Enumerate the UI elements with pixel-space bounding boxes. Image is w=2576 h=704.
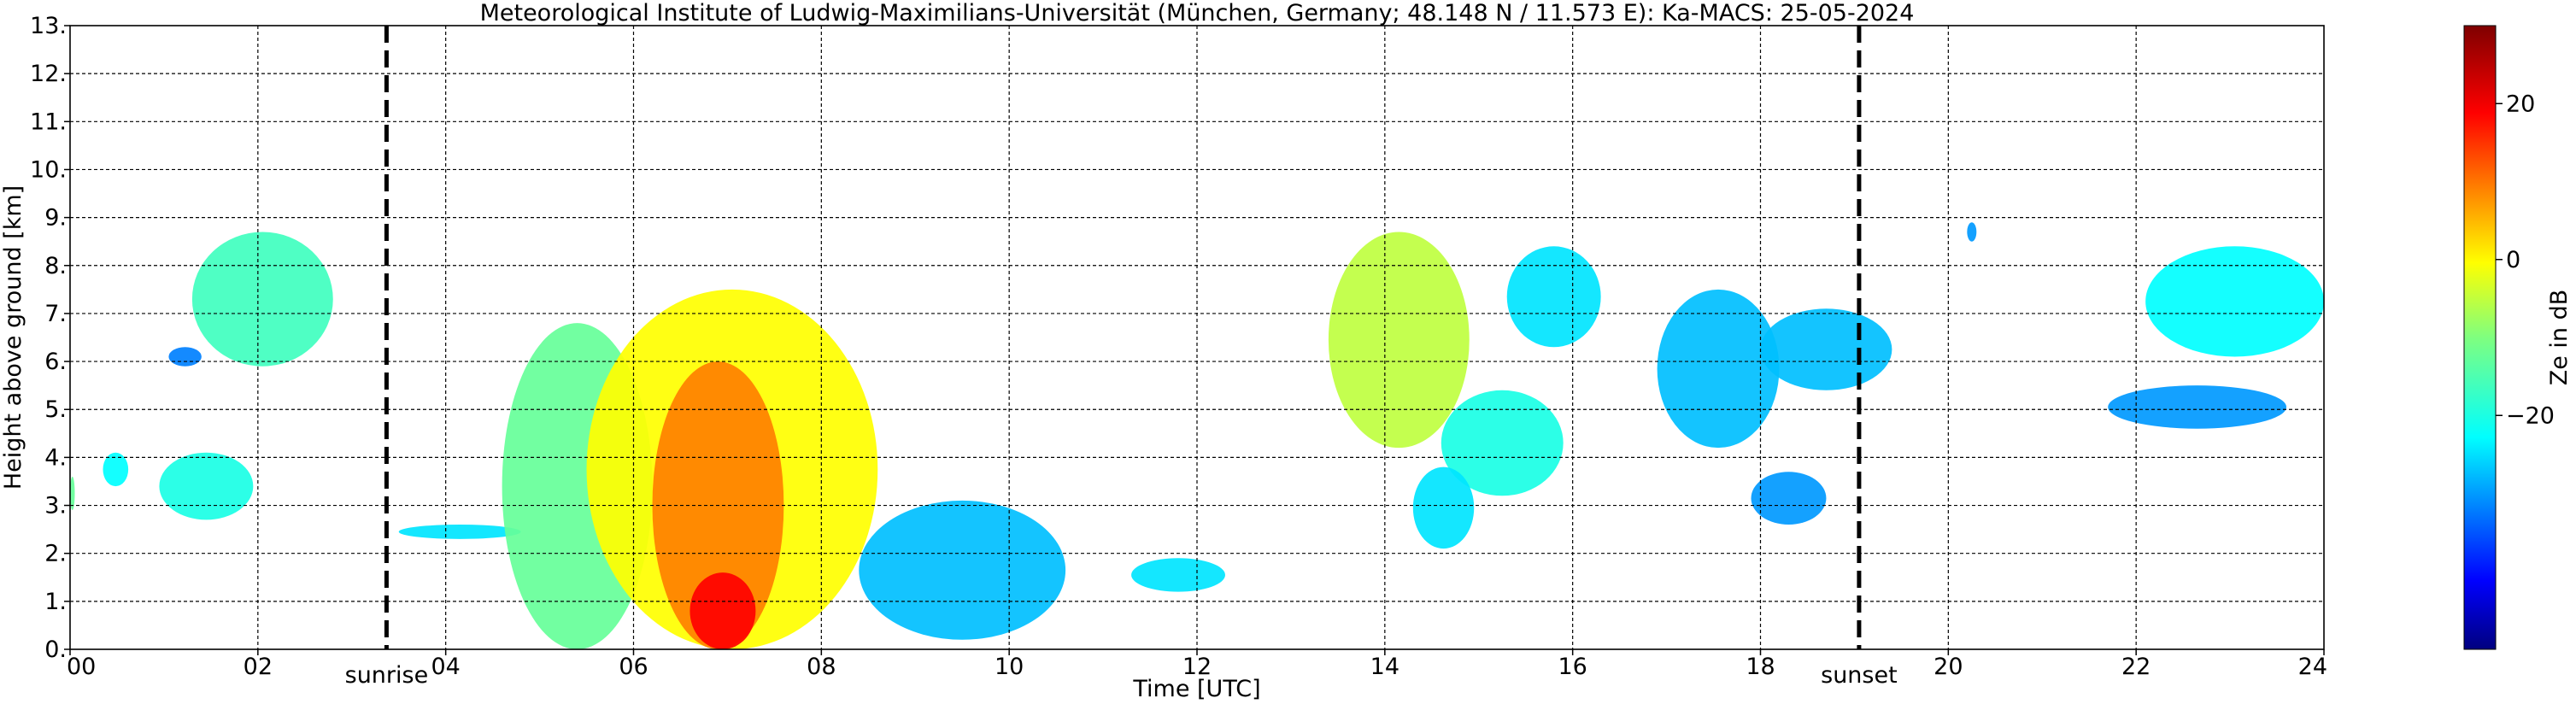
echo-layer xyxy=(70,222,2324,649)
echo-region xyxy=(1441,390,1564,496)
colorbar-tick-label: 0 xyxy=(2506,247,2520,273)
x-tick-label: 18 xyxy=(1746,654,1775,680)
x-tick-label: 00 xyxy=(67,654,96,680)
y-axis: 0. 1. 2. 3. 4. 5. 6. 7. 8. 9. 10. 11. 12. 13. xyxy=(30,13,70,663)
colorbar-tick-label: −20 xyxy=(2506,402,2555,429)
chart-title: Meteorological Institute of Ludwig-Maxim… xyxy=(480,0,1915,26)
echo-region xyxy=(859,500,1066,640)
y-tick-label: 10. xyxy=(30,156,67,183)
echo-region xyxy=(159,452,254,520)
y-tick-label: 5. xyxy=(44,396,67,423)
x-tick-label: 16 xyxy=(1558,654,1587,680)
y-tick-label: 7. xyxy=(44,301,67,327)
x-tick-label: 08 xyxy=(807,654,836,680)
x-tick-label: 02 xyxy=(244,654,273,680)
y-tick-label: 0. xyxy=(44,637,67,663)
echo-region xyxy=(1328,232,1470,449)
echo-region xyxy=(398,525,521,539)
sunrise-label: sunrise xyxy=(345,662,429,689)
echo-region xyxy=(1967,222,1977,242)
x-axis: 00 02 04 06 08 10 12 14 16 18 20 22 24 xyxy=(67,649,2327,680)
colorbar-axis: 20 0 −20 xyxy=(2496,91,2555,429)
x-tick-label: 24 xyxy=(2298,654,2327,680)
colorbar-tick-label: 20 xyxy=(2506,91,2535,117)
y-tick-label: 12. xyxy=(30,61,67,87)
x-tick-label: 14 xyxy=(1370,654,1399,680)
echo-region xyxy=(1131,558,1225,592)
x-tick-label: 10 xyxy=(995,654,1024,680)
echo-region xyxy=(1751,472,1827,525)
echo-region xyxy=(70,476,75,511)
x-tick-label: 06 xyxy=(619,654,648,680)
x-tick-label: 12 xyxy=(1182,654,1212,680)
echo-region xyxy=(2145,246,2324,357)
colorbar-label: Ze in dB xyxy=(2546,290,2573,386)
echo-region xyxy=(1760,308,1892,390)
y-tick-label: 3. xyxy=(44,493,67,519)
echo-region xyxy=(1506,246,1601,348)
grid-lines xyxy=(70,26,2324,649)
y-tick-label: 4. xyxy=(44,444,67,471)
echo-region xyxy=(168,347,202,367)
echo-region xyxy=(103,452,129,487)
colorbar xyxy=(2463,25,2497,650)
echo-region xyxy=(1412,466,1475,549)
x-tick-label: 04 xyxy=(431,654,460,680)
y-tick-label: 8. xyxy=(44,253,67,279)
y-axis-label: Height above ground [km] xyxy=(0,185,26,490)
echo-region xyxy=(191,232,333,367)
event-lines: sunrise sunset xyxy=(345,26,1898,689)
x-tick-label: 20 xyxy=(1933,654,1963,680)
y-tick-label: 11. xyxy=(30,109,67,135)
echo-region xyxy=(689,572,756,649)
echo-region xyxy=(2108,385,2287,429)
y-tick-label: 2. xyxy=(44,541,67,567)
y-tick-label: 9. xyxy=(44,205,67,232)
y-tick-label: 6. xyxy=(44,349,67,375)
echo-region xyxy=(1657,289,1780,449)
x-tick-label: 22 xyxy=(2121,654,2151,680)
y-tick-label: 1. xyxy=(44,589,67,615)
x-axis-label: Time [UTC] xyxy=(1132,676,1260,702)
y-tick-label: 13. xyxy=(30,13,67,39)
sunset-label: sunset xyxy=(1821,662,1898,689)
